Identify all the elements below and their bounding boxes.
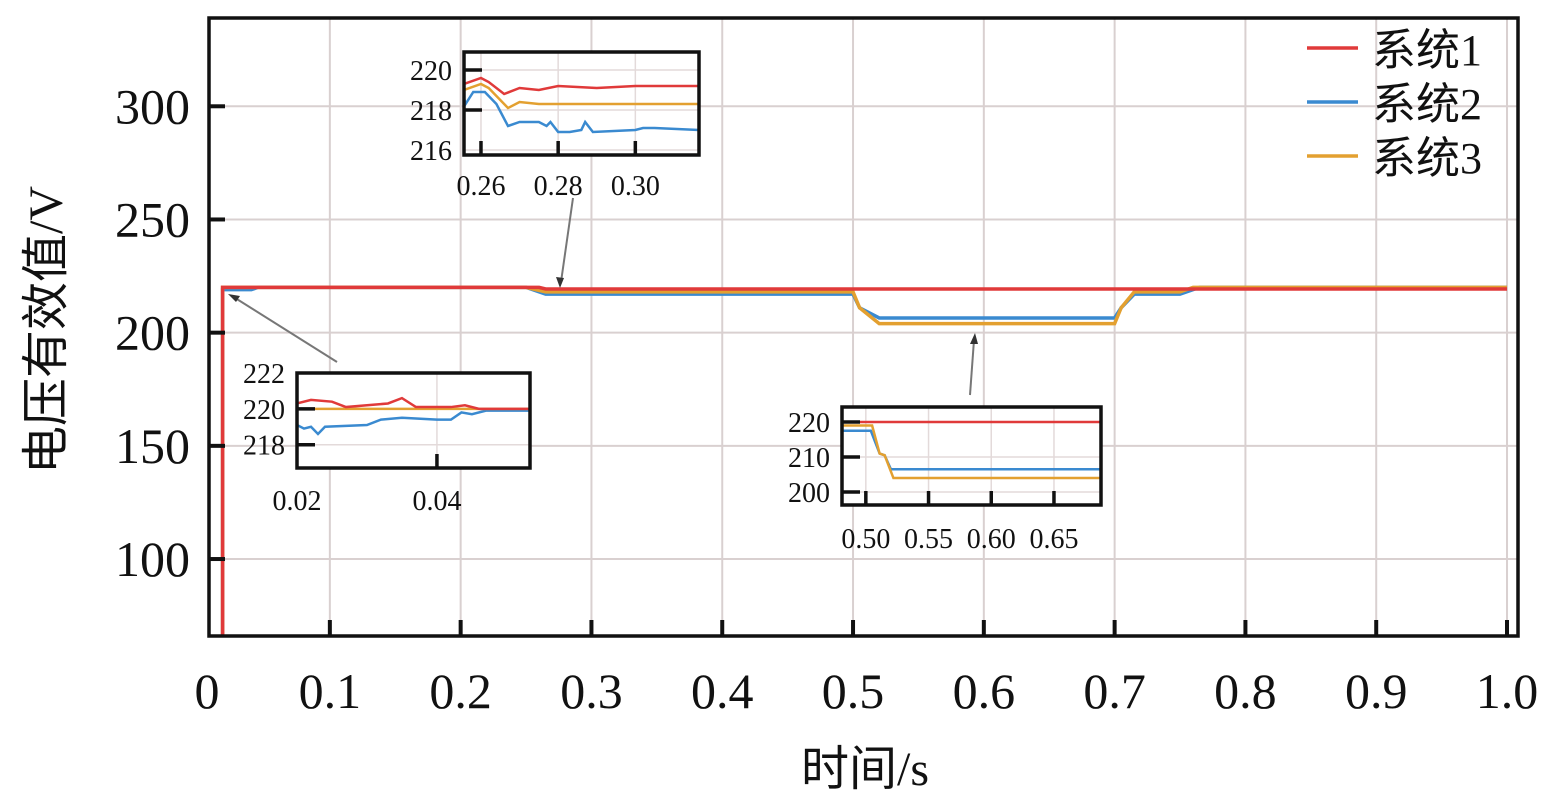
y-tick-label: 300 (115, 78, 190, 134)
inset-series-line-2 (464, 90, 699, 134)
inset-y-tick-label: 220 (243, 395, 285, 426)
inset-y-tick-label: 210 (788, 443, 830, 474)
arrowhead-icon (970, 333, 978, 344)
inset-x-tick-label: 0.02 (273, 486, 322, 517)
x-tick-label: 1.0 (1476, 663, 1539, 719)
inset-y-tick-label: 216 (410, 136, 452, 167)
x-tick-label: 0.9 (1345, 663, 1408, 719)
legend-label-2: 系统2 (1372, 80, 1482, 129)
inset-series-line-2 (297, 409, 530, 436)
arrow-inset-0.26 (560, 197, 574, 283)
inset-y-tick-label: 220 (788, 408, 830, 439)
arrow-inset-start (231, 295, 338, 363)
inset-2: 0.26 0.28 0.30 216 218 220 (410, 50, 701, 202)
x-tick-label: 0.8 (1214, 663, 1277, 719)
inset-series-line-3 (842, 424, 1101, 480)
inset-x-tick-label: 0.60 (967, 524, 1016, 555)
inset-x-tick-label: 0.55 (904, 524, 953, 555)
inset-series-line-1 (464, 76, 699, 96)
inset-y-tick-label: 218 (243, 431, 285, 462)
annotation-arrows (228, 197, 978, 396)
main-ticks: 0 0.1 0.2 0.3 0.4 0.5 0.6 0.7 0.8 0.9 1.0 100 150 200… (115, 78, 1538, 719)
inset-y-tick-label: 218 (410, 96, 452, 127)
y-tick-label: 100 (115, 531, 190, 587)
x-axis-label: 时间/s (801, 743, 929, 796)
legend-label-3: 系统3 (1372, 134, 1482, 183)
inset-x-tick-label: 0.04 (412, 486, 461, 517)
legend: 系统1 系统2 系统3 (1307, 26, 1482, 183)
inset-frame (295, 371, 532, 470)
main-axes-frame (207, 16, 1520, 638)
inset-x-tick-label: 0.30 (611, 171, 660, 202)
x-tick-label: 0.7 (1083, 663, 1146, 719)
x-tick-label: 0.2 (429, 663, 492, 719)
x-tick-label: 0.5 (822, 663, 885, 719)
legend-label-1: 系统1 (1372, 26, 1482, 75)
inset-1: 0.02 0.04 218 220 222 (243, 359, 532, 517)
inset-y-tick-label: 200 (788, 478, 830, 509)
x-tick-label: 0.6 (953, 663, 1016, 719)
x-tick-label: 0.1 (299, 663, 362, 719)
inset-y-tick-label: 220 (410, 56, 452, 87)
y-tick-label: 250 (115, 191, 190, 247)
inset-y-tick-label: 222 (243, 359, 285, 390)
inset-frame (462, 50, 701, 157)
series-line-1 (220, 285, 1508, 636)
y-tick-label: 200 (115, 305, 190, 361)
y-axis-label: 电压有效值/V (20, 186, 73, 474)
inset-series-line-1 (297, 396, 530, 411)
inset-x-tick-label: 0.26 (456, 171, 505, 202)
arrowhead-icon (228, 294, 240, 302)
x-tick-label: 0.4 (691, 663, 754, 719)
arrow-inset-0.50 (969, 339, 975, 396)
arrowhead-icon (556, 277, 564, 288)
inset-series-line-3 (464, 82, 699, 110)
inset-background (297, 373, 530, 468)
inset-3: 0.50 0.55 0.60 0.65 200 210 220 (788, 405, 1103, 555)
x-tick-label: 0.3 (560, 663, 623, 719)
inset-x-tick-label: 0.50 (841, 524, 890, 555)
main-series (220, 285, 1508, 636)
inset-x-tick-label: 0.28 (534, 171, 583, 202)
x-tick-label: 0 (195, 663, 220, 719)
y-tick-label: 150 (115, 418, 190, 474)
inset-x-tick-label: 0.65 (1029, 524, 1078, 555)
